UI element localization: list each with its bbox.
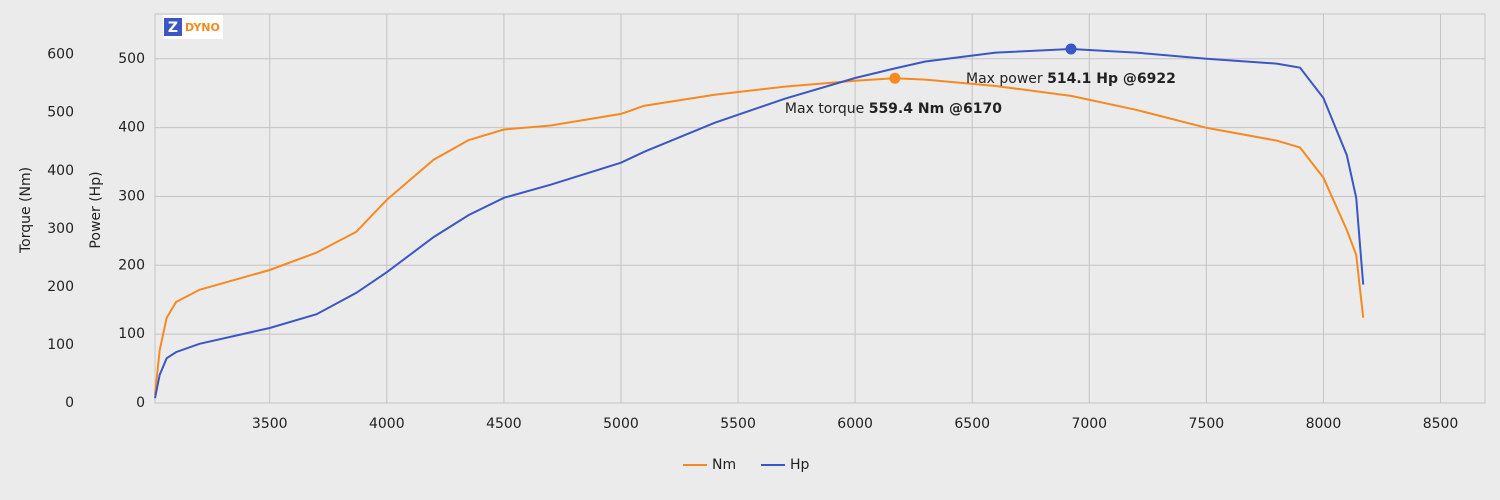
y2-tick-label: 500 bbox=[118, 51, 145, 67]
annotation-label: Max torque bbox=[785, 101, 869, 117]
y-tick-label: 100 bbox=[47, 337, 74, 353]
y2-tick-label: 300 bbox=[118, 188, 145, 204]
annotation-value: 514.1 Hp @6922 bbox=[1047, 71, 1176, 87]
annotation: Max power 514.1 Hp @6922 bbox=[966, 71, 1176, 87]
annotation: Max torque 559.4 Nm @6170 bbox=[785, 101, 1002, 117]
y-tick-label: 600 bbox=[47, 47, 74, 63]
x-tick-label: 8000 bbox=[1306, 416, 1342, 432]
max-marker bbox=[1065, 43, 1077, 55]
y-tick-label: 500 bbox=[47, 105, 74, 121]
x-tick-label: 6000 bbox=[837, 416, 873, 432]
y-tick-label: 400 bbox=[47, 163, 74, 179]
x-tick-label: 5000 bbox=[603, 416, 639, 432]
x-tick-label: 5500 bbox=[720, 416, 756, 432]
y-tick-label: 200 bbox=[47, 279, 74, 295]
x-tick-label: 6500 bbox=[954, 416, 990, 432]
x-tick-label: 3500 bbox=[252, 416, 288, 432]
logo-text: DYNO bbox=[185, 21, 220, 34]
series-line bbox=[154, 77, 1365, 396]
max-marker bbox=[889, 72, 901, 84]
plot-border bbox=[154, 13, 1486, 404]
legend-label: Hp bbox=[790, 457, 810, 473]
x-tick-label: 4000 bbox=[369, 416, 405, 432]
y-tick-label: 300 bbox=[47, 221, 74, 237]
logo-icon: Z bbox=[168, 20, 178, 36]
annotation-label: Max power bbox=[966, 71, 1047, 87]
annotation-value: 559.4 Nm @6170 bbox=[869, 101, 1003, 117]
x-tick-label: 4500 bbox=[486, 416, 522, 432]
x-tick-label: 8500 bbox=[1423, 416, 1459, 432]
x-tick-label: 7500 bbox=[1189, 416, 1225, 432]
y2-tick-label: 0 bbox=[136, 395, 145, 411]
y-tick-label: 0 bbox=[65, 395, 74, 411]
y2-axis-title: Power (Hp) bbox=[88, 171, 104, 248]
y2-tick-label: 100 bbox=[118, 326, 145, 342]
legend-label: Nm bbox=[712, 457, 736, 473]
y-axis-title: Torque (Nm) bbox=[18, 167, 34, 254]
y2-tick-label: 400 bbox=[118, 120, 145, 136]
series-line bbox=[154, 47, 1365, 399]
logo-icon-box bbox=[164, 18, 182, 36]
y2-tick-label: 200 bbox=[118, 257, 145, 273]
x-tick-label: 7000 bbox=[1071, 416, 1107, 432]
